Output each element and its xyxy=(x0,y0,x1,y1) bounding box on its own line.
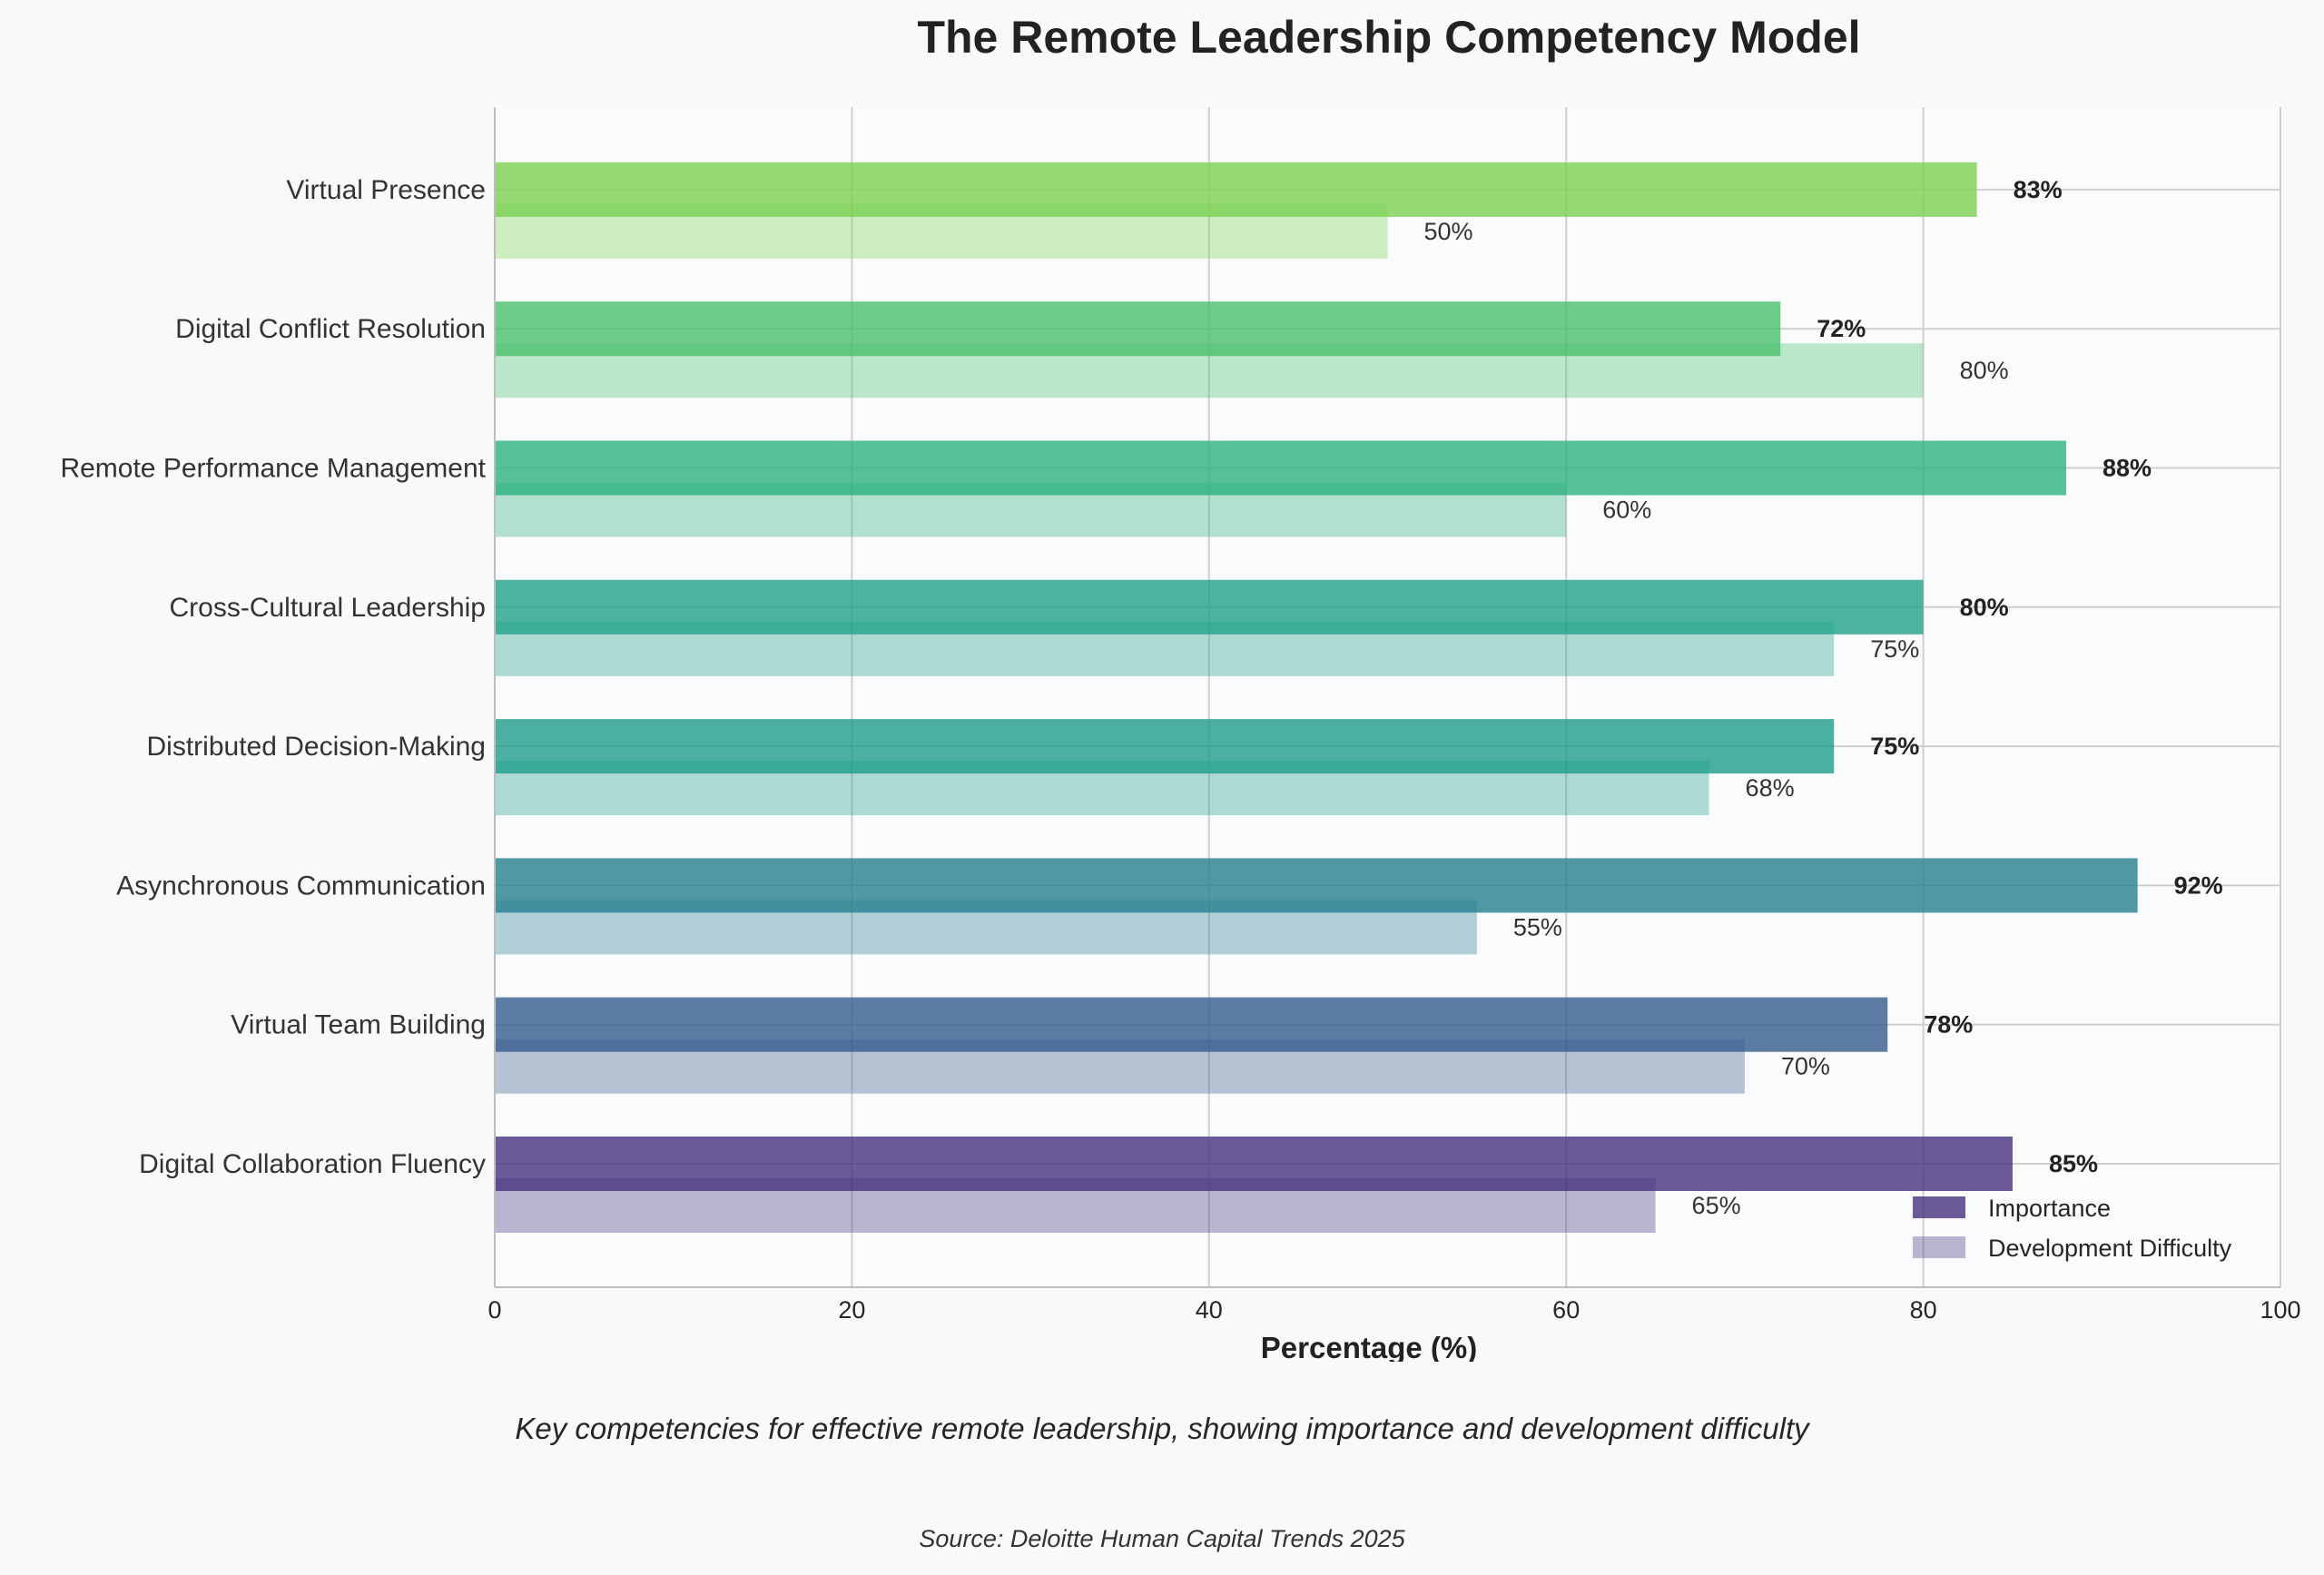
bar-chart: 65% 85% 70% 78% 55% 92% 68% 75% 75% 80% 60% 88% 80% 7… xyxy=(60,107,2301,1362)
data-label-development-difficulty: 55% xyxy=(1513,913,1562,940)
chart-caption: Key competencies for effective remote le… xyxy=(515,1412,1809,1445)
y-tick-label: Virtual Team Building xyxy=(231,1010,486,1040)
chart-source: Source: Deloitte Human Capital Trends 20… xyxy=(919,1525,1405,1552)
x-tick-label: 20 xyxy=(838,1296,865,1324)
data-label-importance: 78% xyxy=(1924,1011,1973,1039)
y-tick-label: Remote Performance Management xyxy=(60,454,486,484)
plot-area xyxy=(495,107,2280,1287)
legend-swatch-difficulty xyxy=(1913,1236,1965,1258)
bar-importance xyxy=(495,858,2138,913)
data-label-development-difficulty: 68% xyxy=(1746,774,1795,802)
data-label-development-difficulty: 50% xyxy=(1424,218,1473,245)
bar-importance xyxy=(495,719,1835,774)
legend-label-importance: Importance xyxy=(1988,1195,2111,1222)
labels-layer: 65% 85% 70% 78% 55% 92% 68% 75% 75% 80% 60% 88% 80% 7… xyxy=(1424,176,2223,1219)
y-tick-label: Asynchronous Communication xyxy=(116,871,486,901)
legend-swatch-importance xyxy=(1913,1196,1965,1218)
x-tick-label: 0 xyxy=(487,1296,501,1324)
y-tick-label: Cross-Cultural Leadership xyxy=(170,593,487,623)
data-label-importance: 85% xyxy=(2049,1150,2098,1177)
data-label-development-difficulty: 65% xyxy=(1692,1192,1741,1219)
data-label-development-difficulty: 60% xyxy=(1602,497,1651,524)
y-tick-label: Virtual Presence xyxy=(286,175,486,205)
ticks-layer: 0 20 40 60 80 100 Digital Collaboration Fluenc… xyxy=(60,175,2300,1324)
bar-importance xyxy=(495,579,1924,635)
y-tick-label: Distributed Decision-Making xyxy=(147,732,486,762)
bars-layer xyxy=(495,162,2138,1233)
bar-importance xyxy=(495,162,1977,217)
x-tick-label: 80 xyxy=(1910,1296,1937,1324)
data-label-development-difficulty: 75% xyxy=(1870,635,1919,663)
data-label-development-difficulty: 70% xyxy=(1781,1053,1830,1080)
bar-importance xyxy=(495,1137,2013,1191)
x-tick-label: 40 xyxy=(1196,1296,1223,1324)
data-label-importance: 83% xyxy=(2014,176,2063,203)
bar-importance xyxy=(495,997,1888,1052)
y-tick-label: Digital Collaboration Fluency xyxy=(139,1149,486,1179)
data-label-development-difficulty: 80% xyxy=(1960,357,2009,384)
x-tick-label: 100 xyxy=(2260,1296,2300,1324)
legend: Importance Development Difficulty xyxy=(1913,1195,2232,1262)
data-label-importance: 75% xyxy=(1870,733,1919,760)
data-label-importance: 72% xyxy=(1817,315,1866,342)
data-label-importance: 80% xyxy=(1960,594,2009,621)
data-label-importance: 92% xyxy=(2174,871,2223,899)
x-axis-label: Percentage (%) xyxy=(1261,1331,1477,1362)
x-tick-label: 60 xyxy=(1552,1296,1580,1324)
bar-importance xyxy=(495,301,1781,357)
data-label-importance: 88% xyxy=(2102,455,2152,482)
chart-title: The Remote Leadership Competency Model xyxy=(917,12,1861,63)
y-tick-label: Digital Conflict Resolution xyxy=(175,314,486,344)
bar-importance xyxy=(495,440,2066,496)
legend-label-difficulty: Development Difficulty xyxy=(1988,1235,2232,1262)
